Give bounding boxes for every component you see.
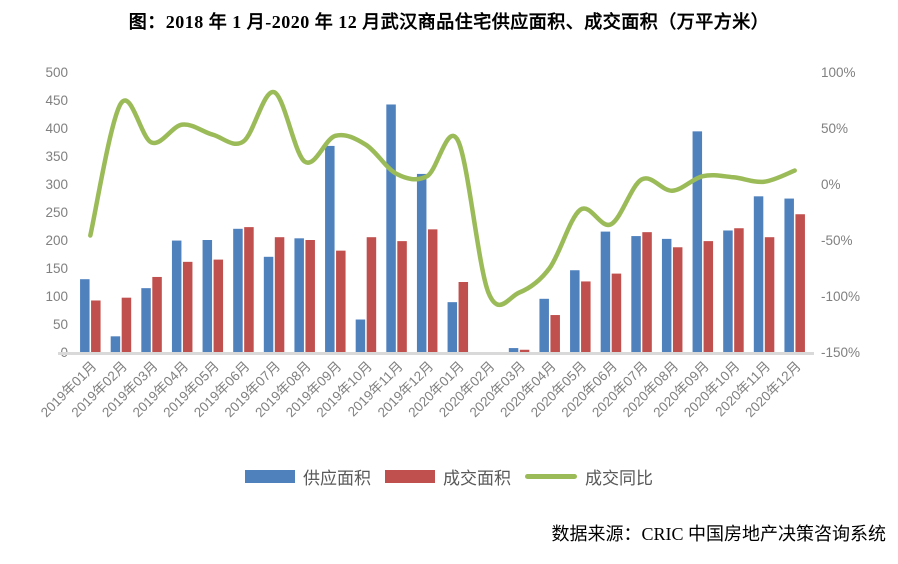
legend-item-transaction: 成交面积: [385, 464, 511, 489]
bar-transaction-2019年11月: [397, 241, 407, 352]
y-axis-right-tick: -100%: [821, 289, 860, 304]
yoy-line: [88, 89, 797, 308]
bar-transaction-2020年10月: [734, 228, 744, 352]
bar-supply-2019年12月: [416, 173, 427, 352]
bar-transaction-2019年05月: [213, 259, 224, 352]
bar-supply-2019年02月: [110, 336, 121, 352]
bar-supply-2019年09月: [325, 145, 335, 352]
transaction-swatch: [385, 470, 435, 483]
x-axis: 2019年01月2019年02月2019年03月2019年04月2019年05月…: [38, 359, 804, 421]
y-axis-right-tick: 50%: [821, 121, 848, 136]
y-axis-left-tick: 500: [45, 65, 68, 80]
supply-swatch: [245, 470, 295, 483]
bar-supply-2020年10月: [723, 230, 733, 352]
y-axis-left: 050100150200250300350400450500: [45, 65, 68, 360]
bar-transaction-2019年06月: [244, 227, 254, 352]
bar-supply-2020年08月: [661, 238, 672, 352]
bar-transaction-2019年08月: [305, 240, 315, 352]
bar-supply-2020年04月: [539, 298, 549, 352]
bar-supply-2019年05月: [202, 240, 213, 352]
y-axis-left-tick: 250: [45, 205, 68, 220]
y-axis-left-tick: 150: [45, 261, 68, 276]
bar-supply-2020年12月: [784, 198, 794, 352]
bars-transaction: [91, 214, 805, 352]
y-axis-right-tick: 0%: [821, 177, 841, 192]
bar-supply-2019年03月: [141, 288, 151, 352]
y-axis-left-tick: 450: [45, 93, 68, 108]
y-axis-right-tick: -150%: [821, 345, 860, 360]
yoy-swatch: [525, 474, 577, 479]
bar-supply-2020年01月: [447, 302, 458, 352]
bars-supply: [80, 104, 794, 352]
y-axis-left-tick: 50: [53, 317, 68, 332]
chart-title: 图：2018 年 1 月-2020 年 12 月武汉商品住宅供应面积、成交面积（…: [128, 12, 770, 32]
bar-supply-2020年06月: [600, 231, 611, 352]
bar-transaction-2019年07月: [274, 237, 285, 352]
bar-supply-2019年10月: [355, 319, 366, 352]
y-axis-left-tick: 400: [45, 121, 68, 136]
legend-item-yoy: 成交同比: [525, 464, 653, 489]
bar-supply-2019年04月: [171, 240, 182, 352]
legend-item-supply: 供应面积: [245, 464, 371, 489]
y-axis-right-tick: 100%: [821, 65, 856, 80]
bar-transaction-2020年07月: [642, 232, 652, 352]
y-axis-left-tick: 200: [45, 233, 68, 248]
y-axis-right: -150% -100% -50% 0% 50% 100%: [821, 65, 860, 360]
bar-transaction-2020年12月: [795, 214, 805, 352]
bar-transaction-2019年02月: [121, 297, 132, 352]
bar-transaction-2019年12月: [427, 229, 438, 352]
data-source: 数据来源：CRIC 中国房地产决策咨询系统: [551, 524, 886, 544]
bar-transaction-2019年10月: [366, 237, 377, 352]
legend-label-supply: 供应面积: [303, 469, 371, 488]
x-axis-baseline: [58, 352, 814, 355]
bar-transaction-2020年04月: [550, 315, 560, 352]
bar-transaction-2020年08月: [672, 247, 683, 352]
bar-supply-2020年03月: [508, 348, 519, 352]
bar-supply-2019年07月: [263, 256, 274, 352]
bar-transaction-2020年06月: [611, 273, 622, 352]
bar-supply-2019年06月: [233, 228, 243, 352]
bar-transaction-2020年09月: [703, 241, 714, 352]
bar-transaction-2019年01月: [91, 300, 101, 352]
y-axis-left-tick: 100: [45, 289, 68, 304]
y-axis-left-tick: 300: [45, 177, 68, 192]
bar-transaction-2020年03月: [519, 349, 530, 352]
y-axis-right-tick: -50%: [821, 233, 853, 248]
bar-transaction-2019年04月: [182, 261, 193, 352]
bar-supply-2020年09月: [692, 131, 703, 352]
bar-transaction-2020年01月: [458, 282, 469, 352]
bar-supply-2020年07月: [631, 236, 641, 352]
bar-supply-2019年08月: [294, 238, 304, 352]
bar-supply-2020年11月: [753, 196, 764, 352]
bar-supply-2020年05月: [570, 270, 580, 352]
bar-transaction-2019年03月: [152, 276, 162, 352]
bar-transaction-2020年05月: [581, 281, 591, 352]
bar-transaction-2019年09月: [336, 250, 346, 352]
legend: 供应面积 成交面积 成交同比: [0, 464, 898, 489]
legend-label-transaction: 成交面积: [443, 469, 511, 488]
chart-canvas: 050100150200250300350400450500-150%-100%…: [38, 65, 860, 421]
legend-label-yoy: 成交同比: [585, 469, 653, 488]
bar-supply-2019年11月: [386, 104, 396, 352]
bar-supply-2019年01月: [80, 279, 90, 352]
bar-transaction-2020年11月: [764, 237, 775, 352]
y-axis-left-tick: 350: [45, 149, 68, 164]
